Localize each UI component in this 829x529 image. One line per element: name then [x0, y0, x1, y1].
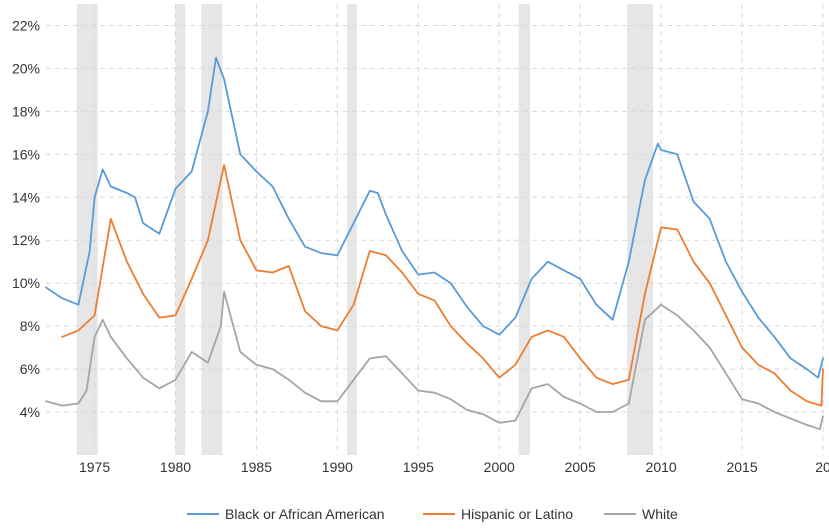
recession-band	[347, 4, 357, 455]
x-tick-label: 1990	[322, 459, 353, 475]
y-tick-label: 20%	[12, 60, 40, 76]
gridlines-layer	[46, 4, 824, 455]
x-tick-label: 2010	[646, 459, 677, 475]
y-tick-label: 14%	[12, 189, 40, 205]
x-tick-label: 20	[815, 459, 829, 475]
x-axis-tick-labels: 1975 1980 1985 1990 1995 2000 2005 2010 2015 20	[79, 459, 829, 475]
y-tick-label: 22%	[12, 17, 40, 33]
y-tick-label: 6%	[20, 361, 40, 377]
recession-band	[201, 4, 223, 455]
series-line-black-or-african-american	[45, 56, 824, 379]
x-tick-label: 2000	[484, 459, 515, 475]
recession-band	[175, 4, 186, 455]
y-tick-label: 4%	[20, 404, 40, 420]
y-tick-label: 8%	[20, 318, 40, 334]
x-tick-label: 1980	[160, 459, 191, 475]
legend-label: Black or African American	[225, 506, 385, 522]
y-tick-label: 12%	[12, 232, 40, 248]
series-line-white	[45, 290, 824, 431]
x-tick-label: 1995	[403, 459, 434, 475]
recession-band	[627, 4, 654, 455]
recession-band	[76, 4, 98, 455]
recession-shading-layer	[76, 4, 654, 455]
x-tick-label: 1975	[79, 459, 110, 475]
legend-label: White	[642, 506, 678, 522]
x-tick-label: 2005	[565, 459, 596, 475]
series-line-hispanic-or-latino	[61, 164, 824, 407]
y-axis-tick-labels: 4% 6% 8% 10% 12% 14% 16% 18% 20% 22%	[12, 17, 40, 420]
series-lines-layer	[45, 56, 824, 431]
x-tick-label: 2015	[726, 459, 757, 475]
legend-label: Hispanic or Latino	[461, 506, 573, 522]
y-tick-label: 16%	[12, 146, 40, 162]
recession-band	[518, 4, 531, 455]
y-tick-label: 18%	[12, 103, 40, 119]
y-tick-label: 10%	[12, 275, 40, 291]
legend: Black or African American Hispanic or Lat…	[187, 506, 678, 522]
x-tick-label: 1985	[241, 459, 272, 475]
